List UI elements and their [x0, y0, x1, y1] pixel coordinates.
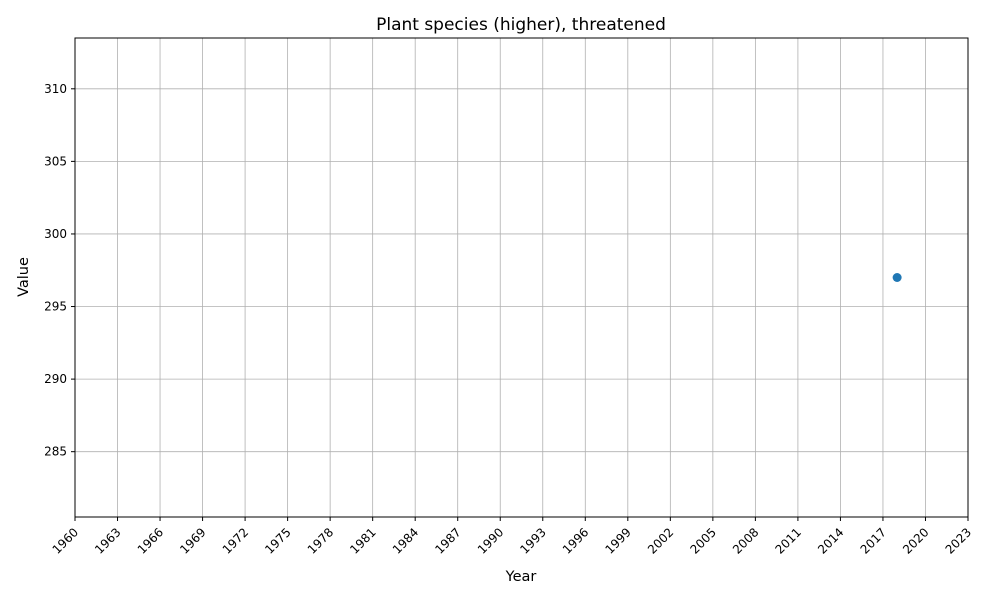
x-tick-label: 1993 — [517, 525, 548, 556]
x-tick-label: 2002 — [645, 525, 676, 556]
x-tick-label: 2008 — [730, 525, 761, 556]
y-tick-label: 300 — [44, 227, 67, 241]
x-tick-label: 1969 — [177, 525, 208, 556]
y-tick-label: 305 — [44, 154, 67, 168]
data-point — [892, 273, 902, 282]
x-tick-label: 1984 — [390, 525, 421, 556]
y-axis: 285 290 295 300 305 310 — [44, 82, 75, 459]
x-tick-label: 1996 — [560, 525, 591, 556]
x-tick-label: 2011 — [773, 525, 804, 556]
x-tick-label: 1972 — [220, 525, 251, 556]
x-tick-label: 1990 — [475, 525, 506, 556]
x-tick-label: 2023 — [943, 525, 974, 556]
x-tick-label: 1987 — [432, 525, 463, 556]
x-tick-label: 1960 — [50, 525, 81, 556]
y-axis-label: Value — [16, 257, 32, 297]
plot-frame — [74, 37, 969, 518]
grid — [74, 38, 969, 517]
x-tick-label: 2020 — [900, 525, 931, 556]
x-tick-label: 1966 — [135, 525, 166, 556]
y-tick-label: 285 — [44, 445, 67, 459]
x-tick-label: 1963 — [92, 525, 123, 556]
x-axis: 1960 1963 1966 1969 1972 1975 1978 1981 1984 1987… — [50, 517, 974, 557]
y-tick-label: 295 — [44, 300, 67, 314]
x-tick-label: 1981 — [347, 525, 378, 556]
x-tick-label: 2005 — [687, 525, 718, 556]
x-tick-label: 2017 — [858, 525, 889, 556]
chart-title: Plant species (higher), threatened — [376, 15, 666, 35]
x-tick-label: 1978 — [305, 525, 336, 556]
x-tick-label: 2014 — [815, 525, 846, 556]
x-tick-label: 1975 — [262, 525, 293, 556]
y-tick-label: 310 — [44, 82, 67, 96]
x-tick-label: 1999 — [602, 525, 633, 556]
y-tick-label: 290 — [44, 372, 67, 386]
data-points — [892, 273, 902, 282]
x-axis-label: Year — [505, 569, 537, 585]
